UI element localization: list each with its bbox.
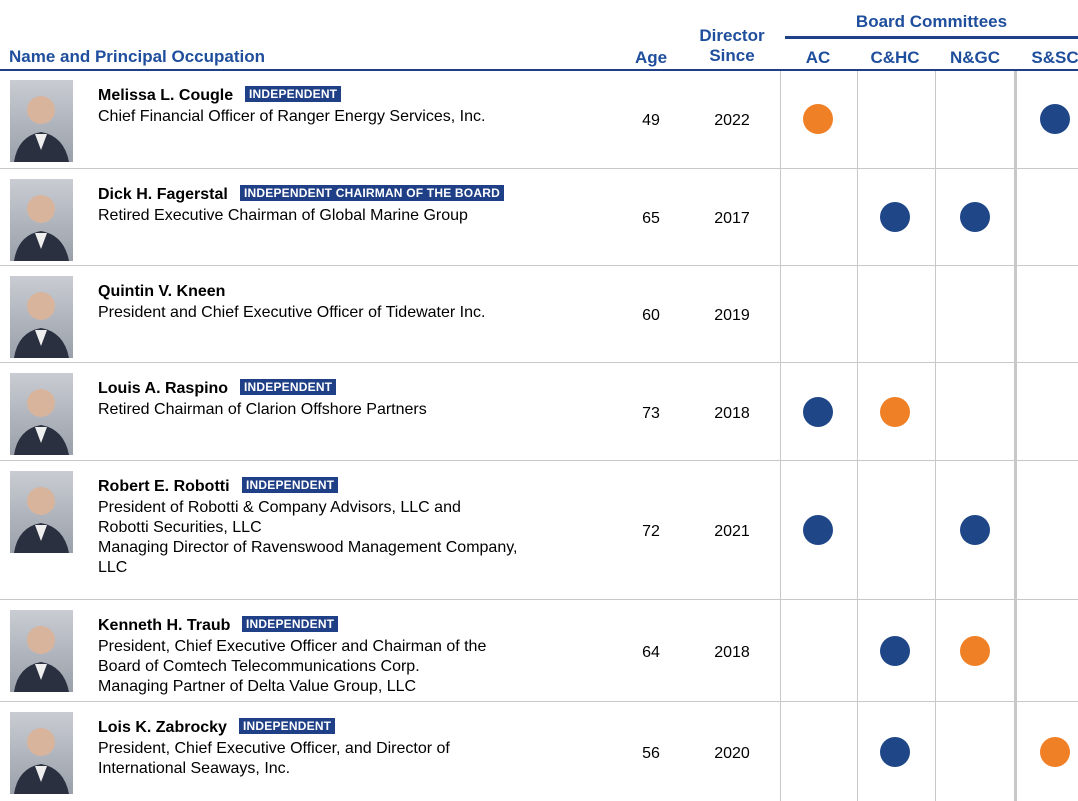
name: Louis A. Raspino — [98, 380, 228, 398]
occupation: International Seaways, Inc. — [98, 759, 290, 779]
committee-dot — [880, 397, 910, 427]
header-rule — [0, 69, 1078, 71]
occupation: Chief Financial Officer of Ranger Energy… — [98, 107, 485, 127]
badge: INDEPENDENT — [240, 379, 336, 395]
committee-header: S&SC — [1017, 48, 1078, 68]
row-separator — [0, 362, 1078, 363]
occupation: Board of Comtech Telecommunications Corp… — [98, 657, 420, 677]
name: Dick H. Fagerstal — [98, 186, 228, 204]
age: 49 — [621, 112, 681, 130]
committee-dot — [803, 515, 833, 545]
committee-dot — [960, 202, 990, 232]
name: Lois K. Zabrocky — [98, 719, 227, 737]
director-since: 2020 — [697, 745, 767, 763]
row-separator — [0, 265, 1078, 266]
occupation: Retired Executive Chairman of Global Mar… — [98, 206, 468, 226]
occupation: LLC — [98, 558, 127, 578]
committee-dot — [880, 636, 910, 666]
header-name: Name and Principal Occupation — [9, 47, 265, 67]
name: Robert E. Robotti — [98, 478, 230, 496]
director-since: 2018 — [697, 405, 767, 423]
photo — [10, 610, 73, 692]
photo — [10, 179, 73, 261]
row-separator — [0, 701, 1078, 702]
occupation: Robotti Securities, LLC — [98, 518, 262, 538]
committee-dot — [803, 397, 833, 427]
portrait — [10, 80, 73, 162]
committee-dot — [960, 515, 990, 545]
photo — [10, 373, 73, 455]
committee-header: C&HC — [857, 48, 933, 68]
badge: INDEPENDENT — [239, 718, 335, 734]
occupation: Managing Partner of Delta Value Group, L… — [98, 677, 416, 697]
photo — [10, 80, 73, 162]
committee-dot — [1040, 104, 1070, 134]
committee-dot — [803, 104, 833, 134]
badge: INDEPENDENT — [245, 86, 341, 102]
director-since: 2018 — [697, 644, 767, 662]
occupation: Retired Chairman of Clarion Offshore Par… — [98, 400, 427, 420]
director-since: 2021 — [697, 523, 767, 541]
director-since: 2017 — [697, 210, 767, 228]
name: Quintin V. Kneen — [98, 283, 225, 301]
occupation: President, Chief Executive Officer, and … — [98, 739, 450, 759]
committee-header: N&GC — [937, 48, 1013, 68]
column-separator — [780, 71, 781, 801]
occupation: President, Chief Executive Officer and C… — [98, 637, 486, 657]
header-age: Age — [620, 48, 682, 68]
occupation: President and Chief Executive Officer of… — [98, 303, 485, 323]
photo — [10, 276, 73, 358]
committee-dot — [960, 636, 990, 666]
portrait — [10, 471, 73, 553]
badge: INDEPENDENT CHAIRMAN OF THE BOARD — [240, 185, 504, 201]
committee-rule — [785, 36, 1078, 39]
page: {"table": { "header": {"name": "Name and… — [0, 0, 1078, 801]
row-separator — [0, 460, 1078, 461]
committee-dot — [1040, 737, 1070, 767]
committee-header: AC — [780, 48, 856, 68]
photo — [10, 471, 73, 553]
portrait — [10, 276, 73, 358]
age: 72 — [621, 523, 681, 541]
age: 56 — [621, 745, 681, 763]
column-separator — [1014, 71, 1017, 801]
portrait — [10, 712, 73, 794]
header-committees: Board Committees — [785, 12, 1078, 32]
photo — [10, 712, 73, 794]
age: 73 — [621, 405, 681, 423]
director-since: 2019 — [697, 307, 767, 325]
header-since: Director Since — [692, 26, 772, 66]
portrait — [10, 179, 73, 261]
row-separator — [0, 168, 1078, 169]
committee-dot — [880, 737, 910, 767]
badge: INDEPENDENT — [242, 616, 338, 632]
occupation: President of Robotti & Company Advisors,… — [98, 498, 461, 518]
row-separator — [0, 599, 1078, 600]
age: 64 — [621, 644, 681, 662]
director-since: 2022 — [697, 112, 767, 130]
age: 65 — [621, 210, 681, 228]
committee-dot — [880, 202, 910, 232]
age: 60 — [621, 307, 681, 325]
portrait — [10, 373, 73, 455]
name: Kenneth H. Traub — [98, 617, 230, 635]
badge: INDEPENDENT — [242, 477, 338, 493]
portrait — [10, 610, 73, 692]
column-separator — [857, 71, 858, 801]
occupation: Managing Director of Ravenswood Manageme… — [98, 538, 517, 558]
column-separator — [935, 71, 936, 801]
name: Melissa L. Cougle — [98, 87, 233, 105]
